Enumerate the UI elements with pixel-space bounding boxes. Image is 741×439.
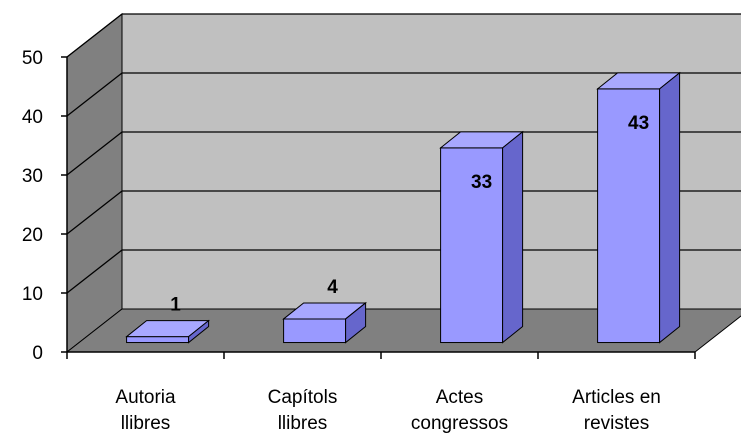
data-label-2: 33 xyxy=(471,172,492,193)
y-tick-label-2: 20 xyxy=(22,225,43,246)
data-label-0: 1 xyxy=(170,295,181,316)
data-label-3: 43 xyxy=(628,113,649,134)
x-category-label-2: Actes congressos xyxy=(411,387,508,434)
bar-front-1 xyxy=(283,318,347,344)
gridline-1 xyxy=(66,249,741,294)
x-category-label-0: Autoria llibres xyxy=(115,387,176,434)
bar-side-3 xyxy=(659,71,681,344)
bar-0 xyxy=(125,319,211,344)
bar-front-2 xyxy=(440,147,504,344)
y-tick-label-0: 0 xyxy=(32,343,43,364)
bars xyxy=(125,71,682,344)
x-category-label-3-line-0: Articles en xyxy=(572,387,661,408)
y-tick-label-4: 40 xyxy=(22,107,43,128)
bar-3 xyxy=(596,71,682,344)
x-category-label-2-line-1: congressos xyxy=(411,413,508,434)
bar-side-0 xyxy=(188,319,210,344)
gridline-3 xyxy=(66,131,741,176)
x-axis-labels: Autoria llibres Capítols llibres Actes congre… xyxy=(66,352,696,434)
bar-front-3 xyxy=(597,88,661,344)
gridline-2 xyxy=(66,190,741,235)
data-label-1: 4 xyxy=(327,277,338,298)
bar-1 xyxy=(282,301,368,344)
x-category-label-0-line-1: llibres xyxy=(121,413,171,434)
bar-side-2 xyxy=(502,130,524,344)
x-category-label-1-line-0: Capítols xyxy=(268,387,338,408)
y-tick-label-5: 50 xyxy=(22,48,43,69)
bar-side-1 xyxy=(345,301,367,344)
y-axis-ticks: 0 10 20 30 40 50 xyxy=(22,48,67,364)
x-category-label-1-line-1: llibres xyxy=(278,413,328,434)
bar-2 xyxy=(439,130,525,344)
gridlines xyxy=(66,13,741,294)
x-category-label-2-line-0: Actes xyxy=(436,387,484,408)
x-category-label-3-line-1: revistes xyxy=(584,413,649,434)
gridline-5 xyxy=(66,13,741,58)
x-category-label-0-line-0: Autoria xyxy=(115,387,176,408)
x-category-label-1: Capítols llibres xyxy=(268,387,338,434)
gridline-4 xyxy=(66,72,741,117)
bar-front-0 xyxy=(126,336,190,344)
x-category-label-3: Articles en revistes xyxy=(572,387,661,434)
chart-walls xyxy=(65,12,741,354)
y-tick-label-1: 10 xyxy=(22,284,43,305)
y-tick-label-3: 30 xyxy=(22,166,43,187)
side-wall xyxy=(66,12,123,354)
data-labels: 1 4 33 43 xyxy=(170,113,649,316)
